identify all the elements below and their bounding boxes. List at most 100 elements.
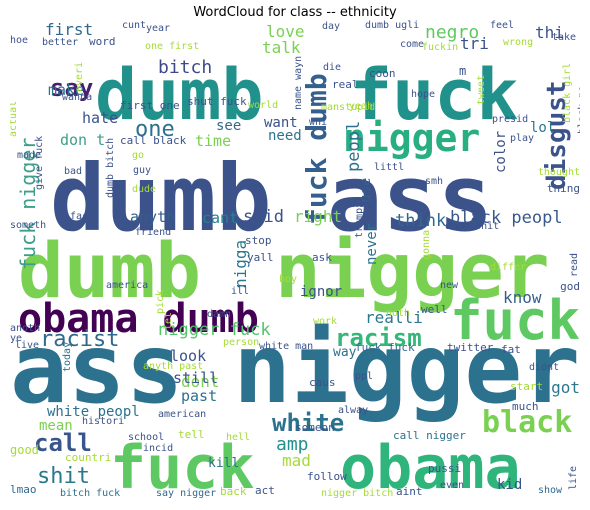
cloud-word: got — [551, 378, 580, 397]
cloud-word: realli — [365, 308, 423, 327]
cloud-word: nigger bitch — [321, 488, 393, 499]
cloud-word: die — [323, 62, 341, 73]
cloud-word: manstupid — [321, 102, 375, 113]
cloud-word: obama dumb — [18, 296, 259, 342]
cloud-word: tell — [178, 428, 205, 441]
cloud-word: histori — [82, 416, 124, 427]
cloud-word: look — [170, 347, 206, 365]
cloud-word: kid — [497, 477, 522, 493]
cloud-word: stop — [245, 234, 272, 247]
cloud-word: need — [268, 128, 302, 144]
cloud-word: amp — [276, 434, 309, 455]
cloud-word: white peopl — [47, 404, 140, 420]
cloud-word: whi — [309, 117, 327, 128]
cloud-word: american — [158, 409, 206, 420]
cloud-word: time — [195, 132, 231, 150]
cloud-word: one — [135, 117, 175, 142]
cloud-word: incid — [143, 443, 173, 454]
cloud-word: anyth past — [143, 361, 203, 372]
cloud-word: smh — [425, 176, 443, 187]
cloud-word: shut fuck — [187, 95, 247, 108]
cloud-word: god — [560, 280, 580, 293]
cloud-word: act — [255, 484, 275, 497]
cloud-word: countri — [65, 451, 111, 464]
cloud-word: better — [42, 37, 78, 48]
cloud-word: come — [400, 39, 424, 50]
cloud-word: america — [106, 280, 148, 291]
cloud-word: nigger — [343, 116, 480, 160]
cloud-word: one first — [145, 41, 199, 52]
cloud-word: anyth — [130, 208, 175, 226]
cloud-word: well — [421, 303, 448, 316]
cloud-word: know — [503, 288, 542, 307]
cloud-word: day — [322, 21, 340, 32]
cloud-word: play — [510, 133, 534, 144]
cloud-word: bitch — [158, 57, 212, 78]
cloud-word: real — [332, 78, 359, 91]
cloud-word: say nigger — [156, 488, 216, 499]
cloud-word: ppl — [355, 371, 373, 382]
cloud-word: bitch fuck — [60, 488, 120, 499]
cloud-word: ass — [10, 313, 183, 425]
cloud-word: dumb shit — [445, 221, 499, 232]
cloud-word: noth — [386, 308, 410, 319]
cloud-word: kill — [208, 456, 239, 471]
cloud-word: follow — [307, 470, 347, 483]
cloud-word: dumb ass — [50, 145, 493, 252]
cloud-word: white man — [259, 341, 313, 352]
cloud-word: white — [272, 409, 344, 437]
cloud-word: made — [17, 150, 41, 161]
cloud-word: twitter — [447, 341, 494, 354]
cloud-word: lmao — [10, 483, 37, 496]
cloud-word: keep — [352, 199, 376, 210]
cloud-word: hoe — [10, 35, 28, 46]
cloud-word: racist — [40, 327, 119, 352]
cloud-word: thing — [547, 182, 580, 195]
cloud-word: yeah — [349, 101, 373, 112]
cloud-word: pussi — [428, 462, 461, 475]
cloud-word: go — [132, 150, 144, 161]
cloud-word: nigga — [231, 240, 250, 288]
cloud-word: mad — [282, 451, 311, 470]
cloud-word: never — [364, 223, 380, 265]
cloud-word: call — [34, 429, 92, 457]
cloud-word: fuck dumb — [300, 73, 333, 225]
cloud-word: love — [266, 22, 305, 41]
cloud-word: coon — [369, 67, 396, 80]
cloud-word: trump — [354, 208, 365, 238]
cloud-word: word — [89, 35, 116, 48]
cloud-word: black girl — [562, 63, 573, 123]
cloud-word: dumb bitch — [105, 138, 116, 198]
cloud-word: call nigger — [393, 429, 466, 442]
cloud-word: nigger fuck — [158, 320, 271, 340]
cloud-word: wanna — [62, 92, 92, 103]
cloud-word: give fuck — [34, 136, 45, 190]
cloud-word: fuck fuck — [355, 341, 415, 354]
cloud-word: damn — [207, 309, 231, 320]
cloud-word: boy — [279, 274, 297, 285]
cloud-word: mean — [39, 418, 73, 434]
cloud-word: color — [493, 131, 509, 173]
cloud-word: disgust — [542, 80, 572, 190]
cloud-word: dude — [132, 184, 156, 195]
cloud-word: everi — [74, 62, 85, 92]
cloud-word: guy — [133, 165, 151, 176]
cloud-word: black — [482, 405, 572, 440]
cloud-word: live — [15, 340, 39, 351]
cloud-word: someon — [295, 421, 335, 434]
cloud-word: don t — [60, 131, 105, 149]
cloud-word: talk — [262, 38, 301, 57]
cloud-word: way — [333, 345, 357, 360]
cloud-word: good — [10, 443, 39, 457]
cloud-word: didnt — [529, 362, 559, 373]
cloud-word: let — [163, 312, 174, 330]
cloud-word: read — [569, 253, 580, 277]
cloud-word: even — [440, 480, 464, 491]
cloud-word: fat — [501, 343, 521, 356]
cloud-word: ask — [312, 251, 332, 264]
cloud-word: m — [459, 64, 466, 78]
cloud-word: dumb ugli — [365, 20, 419, 31]
cloud-word: ill — [231, 286, 249, 297]
cloud-word: think — [395, 211, 446, 231]
